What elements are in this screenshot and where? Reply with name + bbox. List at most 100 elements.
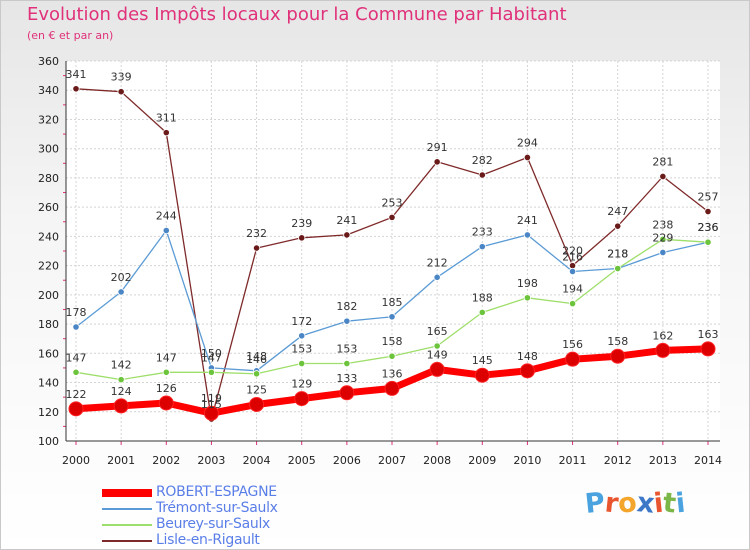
data-label: 129 (291, 378, 312, 391)
series-point-3 (117, 88, 125, 96)
series-point-0 (519, 363, 535, 379)
data-label: 125 (246, 383, 267, 396)
series-point-0 (429, 361, 445, 377)
data-label: 153 (336, 343, 357, 356)
series-point-3 (388, 213, 396, 221)
data-label: 136 (382, 367, 403, 380)
series-point-1 (298, 332, 306, 340)
x-tick-label: 2002 (152, 454, 180, 467)
series-point-0 (474, 367, 490, 383)
series-point-0 (249, 396, 265, 412)
data-label: 148 (246, 350, 267, 363)
legend-swatch (102, 524, 152, 526)
x-tick-label: 2006 (333, 454, 361, 467)
data-label: 165 (427, 325, 448, 338)
data-label: 229 (652, 231, 673, 244)
x-tick-label: 2004 (243, 454, 271, 467)
legend-swatch (102, 540, 152, 542)
series-point-2 (659, 235, 667, 243)
data-label: 294 (517, 136, 538, 149)
series-point-2 (207, 368, 216, 376)
series-point-1 (72, 323, 80, 331)
series-point-2 (252, 370, 261, 378)
series-point-3 (614, 222, 622, 230)
series-point-1 (117, 288, 125, 296)
data-label: 247 (607, 205, 628, 218)
legend-label: Lisle-en-Rigault (156, 532, 260, 548)
series-point-3 (433, 158, 441, 166)
series-point-3 (704, 207, 712, 216)
data-label: 172 (291, 315, 312, 328)
series-point-2 (343, 359, 351, 368)
y-tick-label: 340 (38, 84, 59, 97)
series-point-0 (565, 351, 581, 367)
series-point-0 (384, 380, 400, 396)
series-point-0 (610, 348, 626, 364)
series-point-3 (523, 153, 532, 162)
chart-subtitle: (en € et par an) (27, 29, 114, 42)
data-label: 236 (698, 221, 719, 234)
data-label: 257 (698, 191, 719, 204)
series-point-1 (478, 243, 486, 251)
series-point-0 (339, 385, 355, 401)
x-tick-label: 2005 (288, 454, 316, 467)
series-point-0 (655, 342, 671, 358)
x-tick-label: 2012 (604, 454, 632, 467)
data-label: 244 (156, 210, 177, 223)
series-point-2 (478, 308, 486, 316)
series-point-0 (68, 401, 84, 417)
series-point-2 (568, 300, 577, 308)
data-label: 253 (382, 196, 403, 209)
x-tick-label: 2013 (649, 454, 677, 467)
series-point-2 (523, 294, 532, 302)
y-tick-label: 160 (38, 347, 59, 360)
x-tick-label: 2009 (468, 454, 496, 467)
data-label: 241 (336, 214, 357, 227)
x-tick-label: 2007 (378, 454, 406, 467)
data-label: 236 (698, 221, 719, 234)
data-label: 291 (427, 141, 448, 154)
data-label: 119 (201, 392, 222, 405)
plot-area (66, 61, 720, 441)
series-point-0 (700, 341, 716, 357)
data-label: 220 (562, 245, 583, 258)
data-label: 198 (517, 277, 538, 290)
y-tick-label: 280 (38, 172, 59, 185)
series-point-3 (659, 172, 667, 181)
data-label: 216 (562, 250, 583, 263)
data-label: 311 (156, 112, 177, 125)
legend-label: ROBERT-ESPAGNE (156, 484, 277, 500)
data-label: 281 (652, 155, 673, 168)
data-label: 147 (156, 351, 177, 364)
series-point-3 (478, 171, 486, 179)
x-tick-label: 2008 (423, 454, 451, 467)
legend-swatch (102, 489, 152, 497)
series-point-2 (614, 264, 622, 273)
data-label: 233 (472, 226, 493, 239)
data-label: 239 (291, 217, 312, 230)
legend-label: Trémont-sur-Saulx (156, 500, 278, 516)
series-point-1 (433, 273, 441, 281)
series-point-1 (388, 313, 396, 321)
data-label: 148 (517, 350, 538, 363)
data-label: 133 (336, 372, 357, 385)
series-point-0 (158, 395, 174, 411)
data-label: 158 (607, 335, 628, 348)
data-label: 182 (336, 300, 357, 313)
series-point-3 (162, 129, 170, 137)
y-tick-label: 100 (38, 435, 59, 448)
series-point-2 (298, 359, 306, 368)
y-tick-label: 300 (38, 143, 59, 156)
y-tick-label: 200 (38, 289, 59, 302)
series-point-0 (294, 391, 310, 407)
data-label: 194 (562, 283, 583, 296)
y-tick-label: 120 (38, 406, 59, 419)
data-label: 212 (427, 256, 448, 269)
x-tick-label: 2001 (107, 454, 135, 467)
series-point-2 (162, 368, 170, 376)
series-point-2 (433, 342, 441, 350)
series-point-2 (117, 376, 125, 384)
data-label: 124 (111, 385, 132, 398)
